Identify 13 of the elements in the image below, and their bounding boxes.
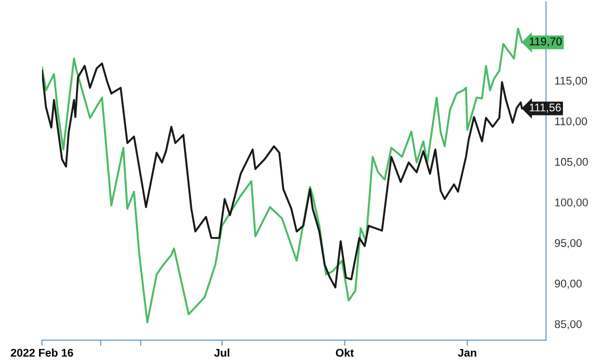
y-tick-label: 90,00: [554, 280, 582, 289]
x-tick-label: Okt: [336, 348, 354, 357]
data-label: 119,70: [530, 37, 562, 47]
y-tick-label: 95,00: [554, 239, 582, 248]
y-tick-label: 115,00: [555, 76, 588, 86]
y-tick-label: 100,00: [555, 198, 588, 208]
y-tick-label: 110,00: [555, 117, 588, 127]
data-label: 111,56: [530, 104, 561, 113]
x-tick-label: Jan: [458, 348, 476, 357]
y-tick-label: 85,00: [554, 320, 582, 330]
x-tick-label: Jul: [214, 348, 230, 357]
x-tick-label: 2022 Feb 16: [10, 348, 74, 357]
y-tick-label: 105,00: [555, 158, 588, 168]
